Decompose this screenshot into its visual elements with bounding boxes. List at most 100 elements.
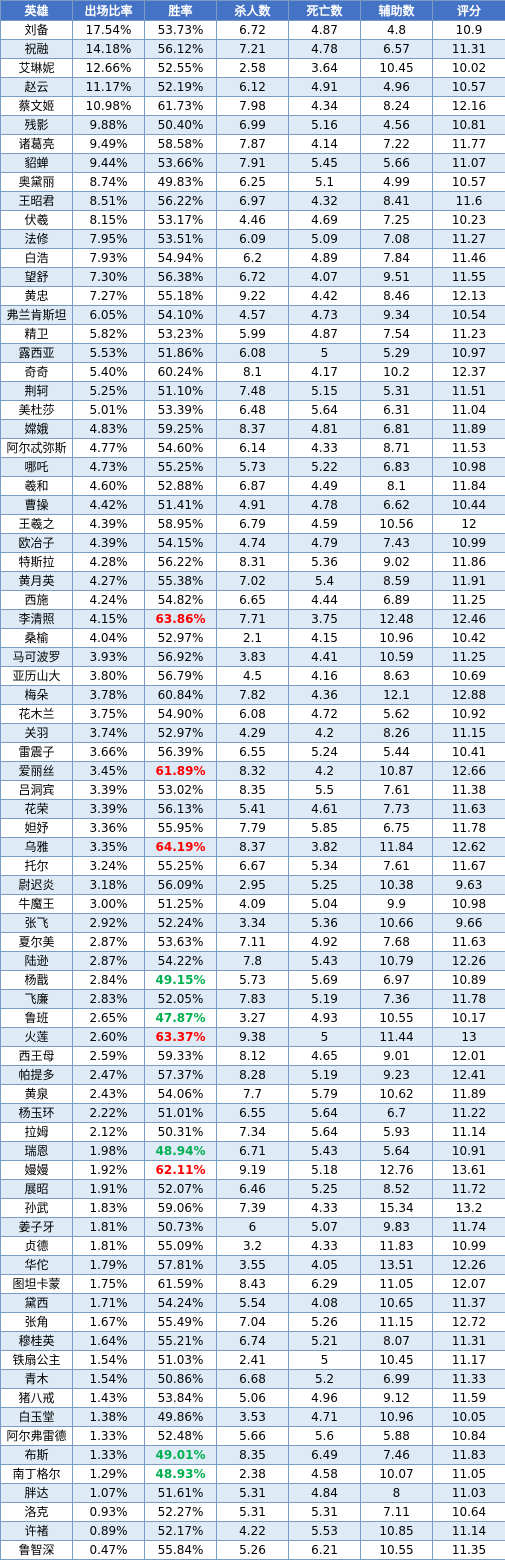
- cell-win-rate: 52.05%: [145, 990, 217, 1009]
- cell-kills: 4.22: [217, 1522, 289, 1541]
- cell-score: 10.98: [433, 895, 505, 914]
- cell-hero: 姜子牙: [1, 1218, 73, 1237]
- cell-hero: 陆逊: [1, 952, 73, 971]
- cell-score: 12.07: [433, 1275, 505, 1294]
- cell-assists: 7.73: [361, 800, 433, 819]
- cell-deaths: 4.96: [289, 1389, 361, 1408]
- cell-win-rate: 48.93%: [145, 1465, 217, 1484]
- cell-hero: 黄月英: [1, 572, 73, 591]
- cell-hero: 奥黛丽: [1, 173, 73, 192]
- cell-kills: 6.08: [217, 705, 289, 724]
- cell-kills: 8.37: [217, 420, 289, 439]
- cell-assists: 7.25: [361, 211, 433, 230]
- cell-hero: 荆轲: [1, 382, 73, 401]
- cell-score: 11.33: [433, 1370, 505, 1389]
- cell-score: 11.31: [433, 1332, 505, 1351]
- cell-win-rate: 59.33%: [145, 1047, 217, 1066]
- cell-deaths: 5.43: [289, 952, 361, 971]
- cell-pick-rate: 3.75%: [73, 705, 145, 724]
- cell-score: 12: [433, 515, 505, 534]
- cell-win-rate: 55.95%: [145, 819, 217, 838]
- cell-assists: 15.34: [361, 1199, 433, 1218]
- cell-deaths: 5: [289, 1351, 361, 1370]
- cell-kills: 2.38: [217, 1465, 289, 1484]
- cell-score: 12.26: [433, 1256, 505, 1275]
- cell-kills: 8.43: [217, 1275, 289, 1294]
- cell-hero: 关羽: [1, 724, 73, 743]
- cell-pick-rate: 1.43%: [73, 1389, 145, 1408]
- cell-hero: 祝融: [1, 40, 73, 59]
- cell-kills: 5.31: [217, 1484, 289, 1503]
- cell-pick-rate: 2.92%: [73, 914, 145, 933]
- cell-win-rate: 52.27%: [145, 1503, 217, 1522]
- cell-pick-rate: 4.27%: [73, 572, 145, 591]
- cell-win-rate: 51.03%: [145, 1351, 217, 1370]
- cell-assists: 8.46: [361, 287, 433, 306]
- cell-kills: 8.1: [217, 363, 289, 382]
- cell-assists: 5.31: [361, 382, 433, 401]
- cell-score: 10.54: [433, 306, 505, 325]
- column-header-deaths: 死亡数: [289, 1, 361, 21]
- cell-hero: 花荣: [1, 800, 73, 819]
- cell-pick-rate: 9.49%: [73, 135, 145, 154]
- cell-assists: 8.63: [361, 667, 433, 686]
- cell-pick-rate: 3.00%: [73, 895, 145, 914]
- cell-win-rate: 51.86%: [145, 344, 217, 363]
- cell-kills: 6.71: [217, 1142, 289, 1161]
- cell-win-rate: 52.48%: [145, 1427, 217, 1446]
- column-header-pick-rate: 出场比率: [73, 1, 145, 21]
- cell-hero: 梅朵: [1, 686, 73, 705]
- cell-score: 11.53: [433, 439, 505, 458]
- cell-assists: 10.79: [361, 952, 433, 971]
- cell-kills: 7.34: [217, 1123, 289, 1142]
- cell-win-rate: 55.09%: [145, 1237, 217, 1256]
- cell-assists: 7.46: [361, 1446, 433, 1465]
- cell-score: 11.17: [433, 1351, 505, 1370]
- cell-score: 10.64: [433, 1503, 505, 1522]
- cell-assists: 10.55: [361, 1009, 433, 1028]
- cell-assists: 10.38: [361, 876, 433, 895]
- cell-win-rate: 53.84%: [145, 1389, 217, 1408]
- cell-kills: 2.58: [217, 59, 289, 78]
- cell-assists: 8.24: [361, 97, 433, 116]
- cell-assists: 10.59: [361, 648, 433, 667]
- cell-pick-rate: 2.60%: [73, 1028, 145, 1047]
- cell-win-rate: 56.38%: [145, 268, 217, 287]
- cell-pick-rate: 1.07%: [73, 1484, 145, 1503]
- cell-score: 11.67: [433, 857, 505, 876]
- cell-pick-rate: 8.74%: [73, 173, 145, 192]
- cell-deaths: 4.79: [289, 534, 361, 553]
- cell-assists: 9.34: [361, 306, 433, 325]
- column-header-win-rate: 胜率: [145, 1, 217, 21]
- cell-score: 10.17: [433, 1009, 505, 1028]
- cell-score: 11.07: [433, 154, 505, 173]
- cell-pick-rate: 4.77%: [73, 439, 145, 458]
- cell-pick-rate: 3.93%: [73, 648, 145, 667]
- cell-kills: 7.82: [217, 686, 289, 705]
- cell-kills: 8.35: [217, 781, 289, 800]
- cell-kills: 4.74: [217, 534, 289, 553]
- cell-assists: 6.7: [361, 1104, 433, 1123]
- cell-kills: 7.11: [217, 933, 289, 952]
- cell-score: 12.46: [433, 610, 505, 629]
- cell-score: 10.57: [433, 78, 505, 97]
- cell-deaths: 4.78: [289, 40, 361, 59]
- cell-deaths: 5.45: [289, 154, 361, 173]
- cell-deaths: 4.61: [289, 800, 361, 819]
- cell-deaths: 4.93: [289, 1009, 361, 1028]
- cell-score: 11.35: [433, 1541, 505, 1560]
- cell-win-rate: 61.59%: [145, 1275, 217, 1294]
- cell-hero: 貂蝉: [1, 154, 73, 173]
